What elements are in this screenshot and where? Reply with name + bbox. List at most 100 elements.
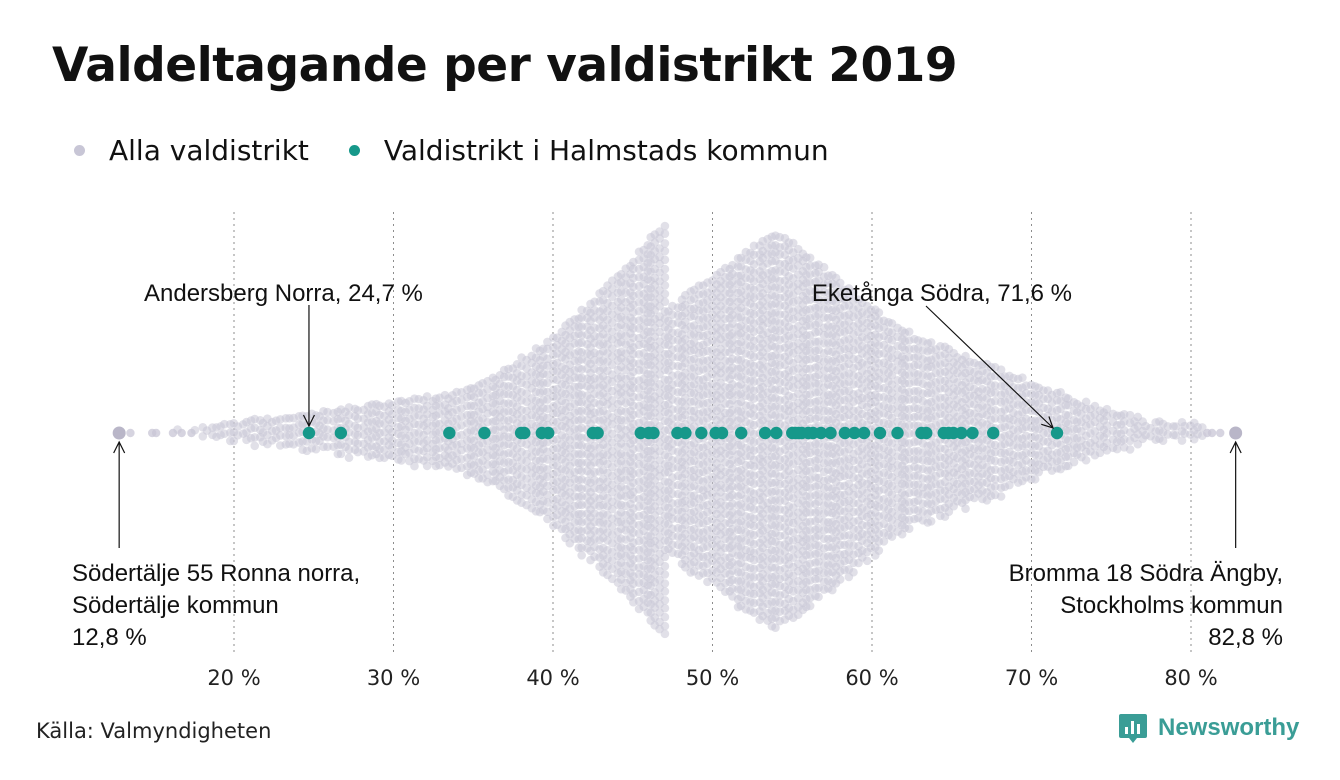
district-point [220, 419, 229, 429]
district-point [1125, 445, 1135, 454]
halmstad-point [647, 426, 660, 440]
district-point [874, 308, 884, 317]
annotation-sodertalje: Södertälje 55 Ronna norra, [72, 560, 360, 587]
district-point [1069, 457, 1079, 467]
district-point [904, 524, 914, 533]
district-point [660, 561, 670, 571]
annotation-sodertalje: Södertälje kommun [72, 592, 279, 619]
newsworthy-logo-icon [1119, 714, 1147, 743]
district-point [805, 253, 815, 263]
annotation-bromma: Stockholms kommun [1060, 592, 1283, 619]
district-point [311, 444, 321, 454]
district-point [397, 456, 406, 465]
source-note: Källa: Valmyndigheten [36, 719, 272, 743]
extreme-point [1229, 426, 1243, 440]
district-point [904, 327, 914, 337]
district-point [660, 255, 670, 265]
legend-marker-all-districts [74, 144, 85, 156]
district-point [926, 338, 936, 347]
district-point [660, 239, 670, 248]
annotation-andersberg-norra: Andersberg Norra, 24,7 % [144, 280, 423, 307]
district-point [190, 425, 200, 435]
district-point [660, 273, 670, 282]
district-point [660, 629, 670, 639]
district-point [323, 442, 332, 452]
district-point [805, 601, 815, 611]
district-point [874, 546, 884, 555]
district-point [660, 264, 670, 274]
halmstad-point [1050, 426, 1064, 440]
district-point [660, 289, 670, 299]
district-point [387, 418, 397, 428]
district-point [151, 428, 161, 438]
halmstad-point [920, 426, 933, 440]
halmstad-point [955, 426, 968, 440]
district-point [660, 596, 670, 605]
district-point [660, 579, 670, 588]
district-point [771, 623, 780, 632]
district-point [660, 552, 670, 562]
annotation-bromma: 82,8 % [1208, 624, 1283, 651]
district-point [788, 238, 798, 248]
x-tick-label: 70 % [1005, 666, 1058, 690]
x-axis-tick-labels: 20 % 30 % 40 % 50 % 60 % 70 % 80 % [207, 666, 1217, 690]
x-tick-label: 20 % [207, 666, 260, 690]
district-point [660, 281, 670, 290]
district-point [849, 287, 858, 297]
district-point [660, 221, 670, 231]
district-point [814, 592, 823, 602]
extreme-point [112, 426, 126, 440]
halmstad-point [824, 426, 837, 440]
x-tick-label: 30 % [367, 666, 420, 690]
legend-item-halmstad: Valdistrikt i Halmstads kommun [348, 133, 829, 167]
district-point [660, 587, 670, 596]
district-point [387, 443, 397, 453]
annotation-bromma: Bromma 18 Södra Ängby, [1009, 560, 1283, 587]
district-point [835, 278, 845, 288]
district-point [1018, 373, 1027, 382]
legend-marker-halmstad [348, 144, 360, 156]
halmstad-point [478, 426, 491, 440]
district-point [607, 318, 617, 327]
legend-item-all-districts: Alla valdistrikt [74, 134, 309, 167]
legend: Alla valdistrikt Valdistrikt i Halmstads… [74, 132, 869, 168]
district-point [660, 570, 670, 579]
district-point [819, 262, 829, 272]
district-point [849, 567, 858, 577]
district-point [422, 392, 432, 401]
district-point [660, 603, 670, 613]
x-tick-label: 60 % [845, 666, 898, 690]
district-point [344, 445, 354, 455]
halmstad-point [770, 426, 783, 440]
annotation-eketanga-sodra: Eketånga Södra, 71,6 % [812, 280, 1072, 307]
district-point [543, 490, 552, 500]
brand-label: Newsworthy [1158, 714, 1300, 741]
district-point [422, 461, 432, 471]
halmstad-point [873, 426, 887, 440]
newsworthy-logo: Newsworthy [1118, 712, 1299, 744]
district-point [250, 441, 260, 451]
halmstad-point [966, 426, 979, 440]
all-districts-swarm [112, 221, 1243, 639]
district-point [996, 492, 1006, 501]
district-point [543, 465, 552, 474]
halmstad-point [735, 426, 748, 440]
district-point [814, 318, 823, 328]
district-point [543, 337, 552, 347]
halmstad-point [715, 426, 729, 440]
halmstad-point [679, 426, 692, 440]
halmstad-point [542, 426, 555, 440]
district-point [577, 551, 586, 560]
halmstad-point [857, 426, 871, 440]
district-point [1216, 428, 1225, 438]
district-point [660, 297, 670, 307]
district-point [410, 461, 419, 471]
district-point [660, 621, 670, 631]
district-point [387, 401, 397, 410]
halmstad-point [518, 426, 531, 440]
legend-label-halmstad: Valdistrikt i Halmstads kommun [383, 133, 829, 167]
x-tick-label: 40 % [526, 666, 579, 690]
legend-label-all-districts: Alla valdistrikt [109, 133, 309, 167]
district-point [827, 585, 837, 595]
halmstad-point [695, 426, 708, 440]
